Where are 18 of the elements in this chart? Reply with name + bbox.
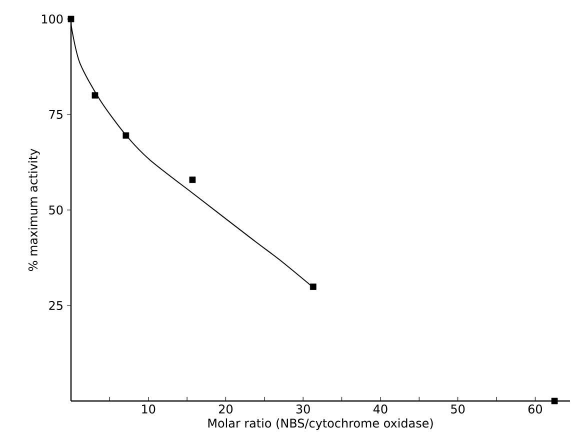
point bbox=[310, 284, 316, 290]
x-tick-label: 50 bbox=[451, 404, 465, 414]
point bbox=[189, 176, 196, 184]
point bbox=[92, 92, 98, 99]
y-tick-label: 50 bbox=[49, 205, 63, 215]
x-tick-label: 60 bbox=[528, 404, 542, 414]
point bbox=[122, 132, 130, 139]
x-axis-title: Molar ratio (NBS/cytochrome oxidase) bbox=[208, 418, 433, 430]
y-tick-label: 75 bbox=[49, 110, 62, 119]
x-tick-label: 10 bbox=[142, 404, 156, 414]
y-axis-title: % maximum activity bbox=[28, 148, 40, 271]
y-tick-label: 100 bbox=[42, 14, 63, 24]
x-tick-label: 30 bbox=[296, 404, 310, 414]
point bbox=[68, 16, 74, 22]
x-tick-label: 40 bbox=[373, 404, 388, 414]
y-tick-label: 25 bbox=[49, 300, 62, 310]
x-tick-label: 20 bbox=[219, 404, 233, 414]
point bbox=[551, 398, 558, 404]
